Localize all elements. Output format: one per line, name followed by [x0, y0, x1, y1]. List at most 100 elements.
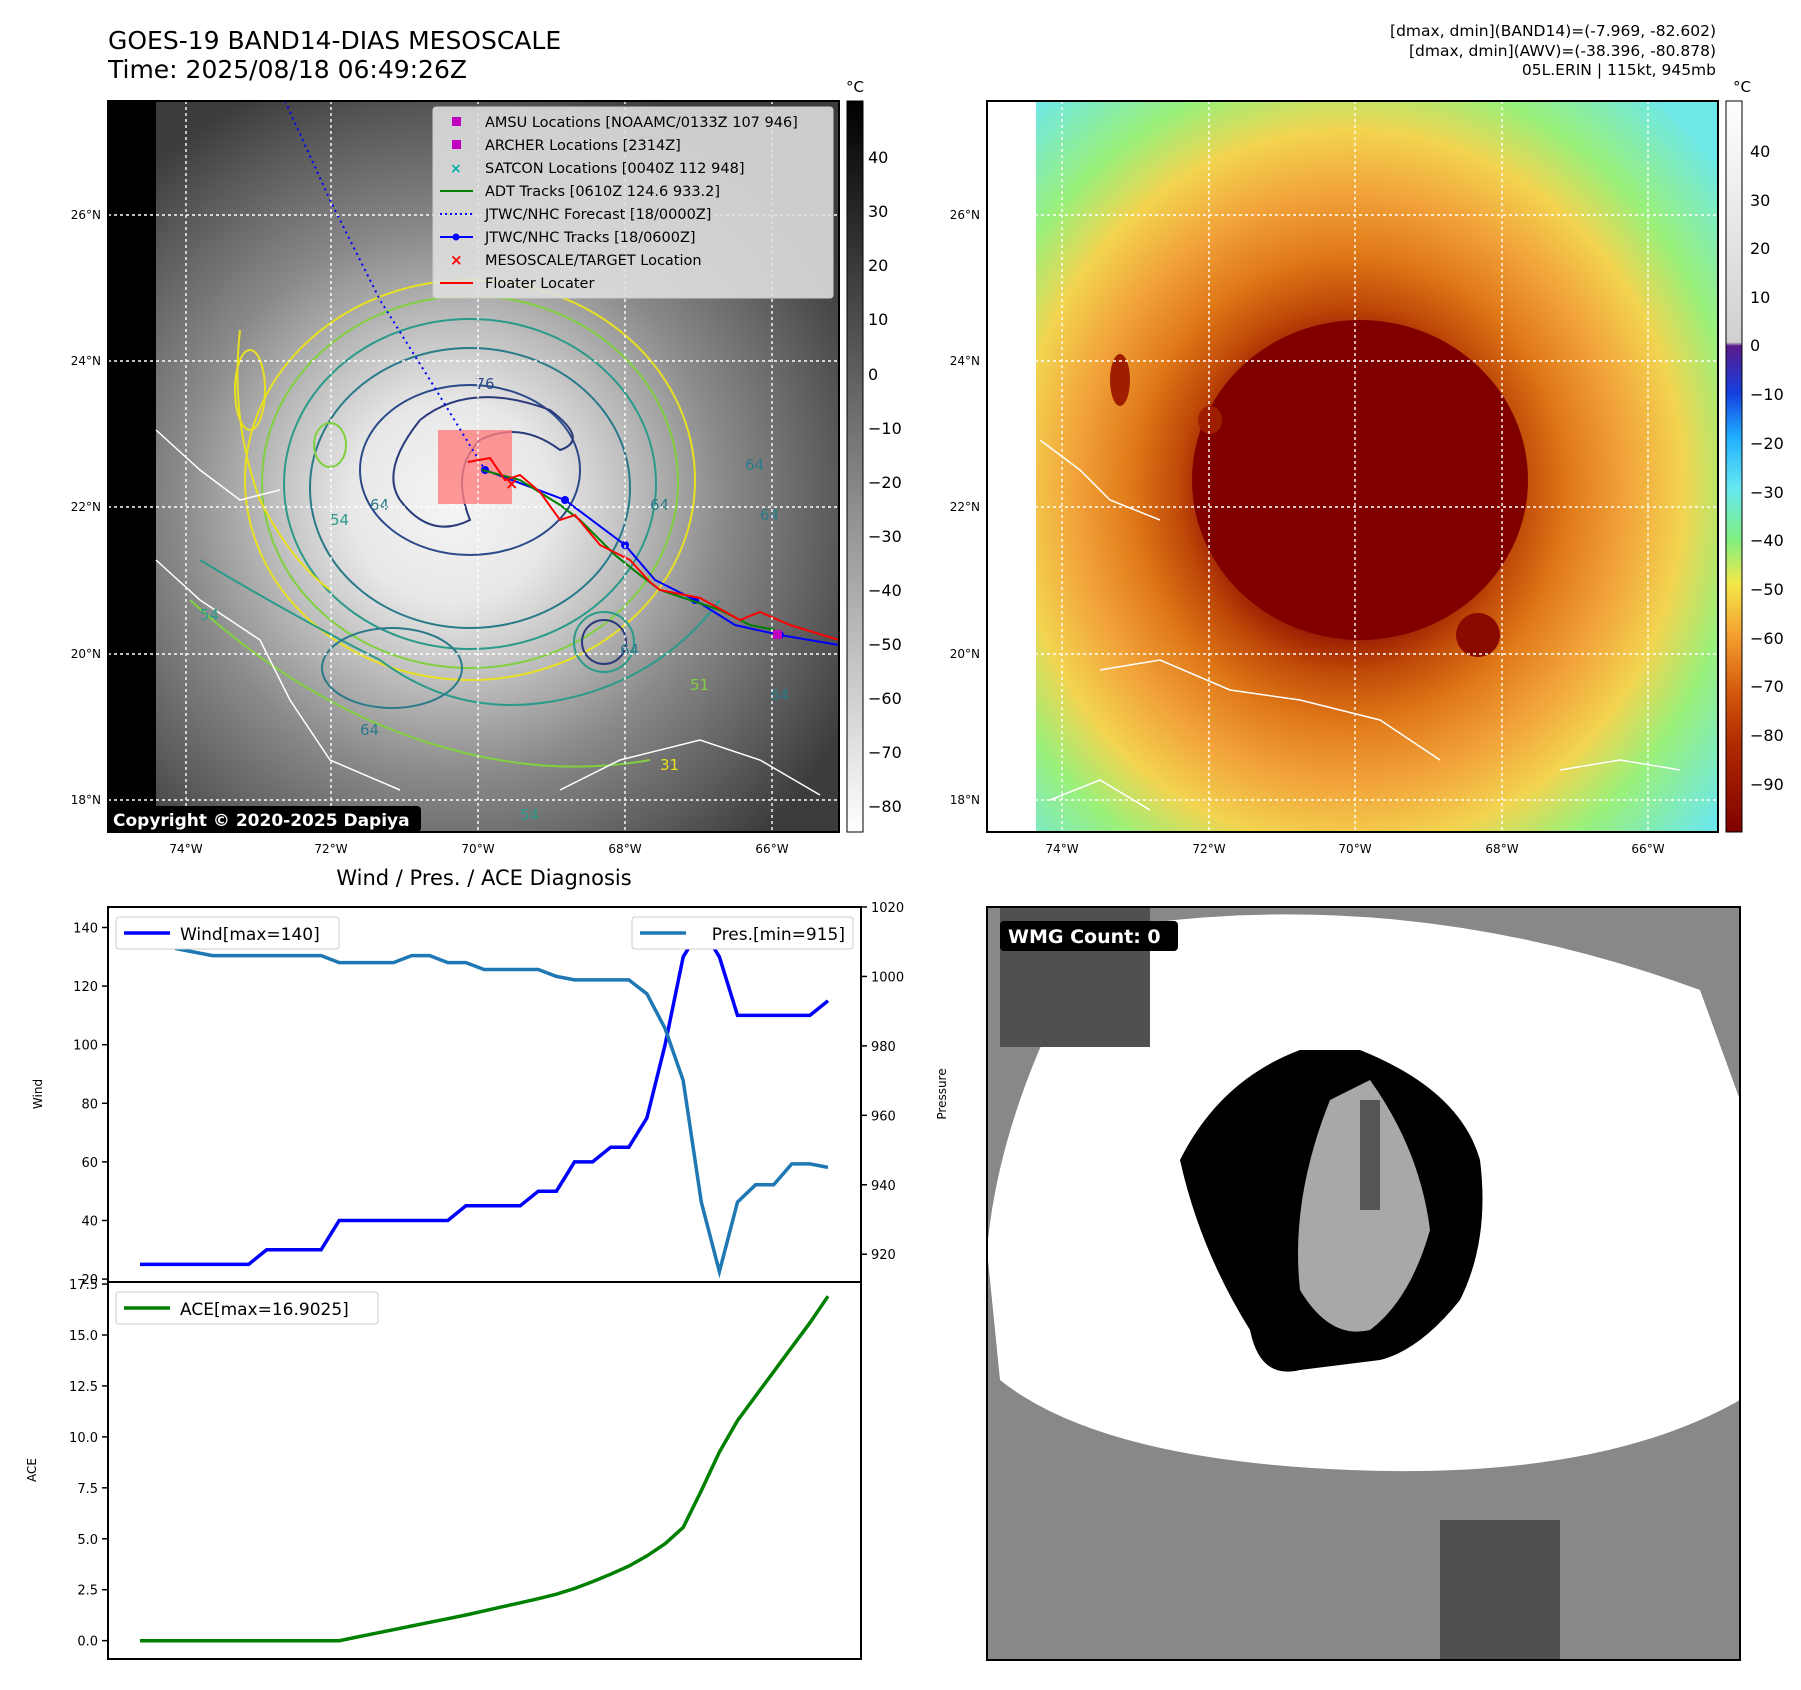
legend-x-icon: ×	[450, 251, 463, 269]
legend-label: ADT Tracks [0610Z 124.6 933.2]	[485, 184, 720, 200]
contour-label: 54	[200, 606, 219, 624]
wind-legend: Wind[max=140]	[115, 916, 340, 950]
ir-legend: AMSU Locations [NOAAMC/0133Z 107 946] AR…	[432, 106, 834, 299]
y-tick-label: 0.0	[77, 1635, 98, 1650]
ace-axes-frame	[107, 1281, 862, 1660]
colorbar-tick: 10	[1750, 288, 1770, 307]
awv-frame	[986, 100, 1719, 833]
colorbar-tick: 0	[868, 365, 878, 384]
legend-square-icon	[452, 140, 461, 149]
lon-label: 68°W	[1485, 842, 1518, 856]
awv-panel: 74°W 72°W 70°W 68°W 66°W 26°N 24°N 22°N …	[950, 78, 1784, 856]
contour-label: 64	[650, 496, 669, 514]
y-tick-label: 1020	[871, 901, 904, 916]
chart-title: Wind / Pres. / ACE Diagnosis	[336, 866, 631, 890]
diagnosis-chart: Wind / Pres. / ACE Diagnosis 20 40 60 80 100…	[25, 866, 949, 1660]
colorbar-tick: −40	[868, 581, 902, 600]
awv-gridlines	[987, 101, 1718, 832]
lon-label: 72°W	[314, 842, 347, 856]
pressure-legend: Pres.[min=915]	[631, 916, 854, 950]
awv-colorbar: °C 40 30 20 10 0 −10 −20 −30 −40 −50 −60…	[1725, 78, 1784, 833]
lat-label: 26°N	[950, 208, 980, 222]
wmg-badge	[1000, 921, 1178, 951]
lat-label: 24°N	[71, 354, 101, 368]
wmg-count-text: WMG Count: 0	[1008, 926, 1161, 948]
y-tick-label: 17.5	[69, 1278, 98, 1293]
awv-colorbar-ramp	[1725, 100, 1743, 833]
lon-label: 74°W	[1045, 842, 1078, 856]
stats-line-2: [dmax, dmin](AWV)=(-38.396, -80.878)	[1409, 41, 1716, 60]
contour-label: -76	[470, 375, 495, 393]
legend-label: JTWC/NHC Forecast [18/0000Z]	[484, 207, 711, 223]
colorbar-unit: °C	[1733, 78, 1751, 96]
y-tick-label: 15.0	[69, 1329, 98, 1344]
floater-target-box	[438, 430, 512, 504]
y-tick-label: 940	[871, 1179, 896, 1194]
y-tick-label: 7.5	[77, 1482, 98, 1497]
legend-box	[432, 106, 834, 299]
colorbar-tick: 40	[868, 148, 888, 167]
colorbar-tick: 40	[1750, 142, 1770, 161]
y-tick-label: 920	[871, 1248, 896, 1263]
legend-label: JTWC/NHC Tracks [18/0600Z]	[484, 230, 696, 246]
legend-label: Floater Locater	[485, 276, 594, 292]
contour-label: 64	[360, 721, 379, 739]
awv-axis-labels: 74°W 72°W 70°W 68°W 66°W 26°N 24°N 22°N …	[950, 208, 1665, 856]
pressure-legend-label: Pres.[min=915]	[712, 925, 845, 945]
lat-label: 20°N	[71, 647, 101, 661]
copyright-badge	[108, 806, 421, 832]
colorbar-tick: 30	[868, 202, 888, 221]
lon-label: 72°W	[1192, 842, 1225, 856]
wmg-block	[1440, 1520, 1560, 1660]
ir-tracks: ×	[284, 101, 839, 646]
ace-y-ticks: 0.0 2.5 5.0 7.5 10.0 12.5 15.0 17.5	[69, 1278, 108, 1650]
ir-contour-labels: -76 64 64 64 54 51 64 64 54 64 31 64 54	[200, 375, 789, 824]
ir-colorbar-ramp	[846, 100, 864, 833]
pressure-y-ticks: 920 940 960 980 1000 1020	[861, 901, 904, 1263]
y-tick-label: 980	[871, 1040, 896, 1055]
awv-blob	[1110, 354, 1130, 406]
wmg-frame	[986, 906, 1741, 1661]
wind-legend-label: Wind[max=140]	[180, 925, 320, 945]
contour-label: 54	[520, 806, 539, 824]
colorbar-tick: −50	[868, 635, 902, 654]
y-tick-label: 100	[73, 1039, 98, 1054]
colorbar-tick: 30	[1750, 191, 1770, 210]
pressure-axis-label: Pressure	[935, 1068, 949, 1119]
contour-label: 64	[745, 456, 764, 474]
awv-coastlines	[1039, 439, 1681, 811]
lon-label: 70°W	[1338, 842, 1371, 856]
y-tick-label: 2.5	[77, 1584, 98, 1599]
awv-colorbar-ticks: 40 30 20 10 0 −10 −20 −30 −40 −50 −60 −7…	[1750, 142, 1784, 794]
ace-axis-label: ACE	[25, 1458, 39, 1482]
target-marker-icon: ×	[505, 474, 518, 493]
y-tick-label: 1000	[871, 970, 904, 985]
lon-label: 70°W	[461, 842, 494, 856]
y-tick-label: 20	[81, 1273, 98, 1288]
y-tick-label: 120	[73, 980, 98, 995]
wind-axes-frame	[107, 906, 862, 1283]
legend-label: AMSU Locations [NOAAMC/0133Z 107 946]	[485, 115, 798, 131]
ir-colorbar: °C 40 30 20 10 0 −10 −20 −30 −40 −50 −60…	[846, 78, 902, 833]
colorbar-tick: −60	[1750, 629, 1784, 648]
y-tick-label: 80	[81, 1097, 98, 1112]
wind-legend-box	[115, 916, 340, 950]
lat-label: 20°N	[950, 647, 980, 661]
lat-label: 24°N	[950, 354, 980, 368]
colorbar-tick: −20	[868, 473, 902, 492]
lat-label: 22°N	[71, 500, 101, 514]
lon-label: 66°W	[1631, 842, 1664, 856]
awv-blob	[1198, 406, 1222, 434]
colorbar-tick: 20	[868, 256, 888, 275]
awv-blob	[1456, 613, 1500, 657]
colorbar-tick: −30	[868, 527, 902, 546]
wmg-panel: WMG Count: 0	[986, 906, 1741, 1661]
title-line-2: Time: 2025/08/18 06:49:26Z	[108, 55, 467, 84]
colorbar-tick: −50	[1750, 580, 1784, 599]
lat-label: 18°N	[71, 793, 101, 807]
contour-label: 64	[760, 506, 779, 524]
forecast-track	[284, 101, 486, 471]
lon-label: 74°W	[169, 842, 202, 856]
colorbar-tick: −80	[868, 797, 902, 816]
contour-label: 64	[770, 686, 789, 704]
